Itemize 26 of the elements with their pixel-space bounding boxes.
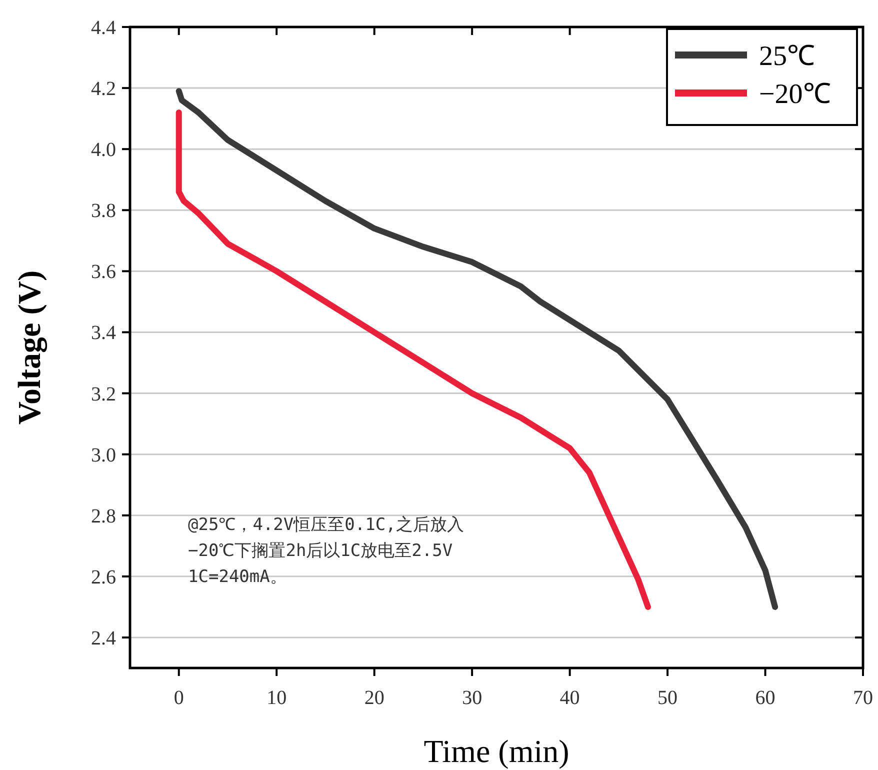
legend-label: −20℃: [759, 79, 831, 110]
annotation: −20℃下搁置2h后以1C放电至2.5V: [188, 541, 453, 561]
x-tick-label: 60: [755, 687, 776, 709]
legend-label: 25℃: [759, 41, 815, 72]
y-tick-label: 3.2: [91, 383, 116, 406]
x-axis-title: Time (min): [424, 733, 570, 769]
y-tick-label: 3.6: [91, 261, 116, 284]
y-tick-label: 3.4: [91, 322, 116, 344]
x-tick-label: 10: [266, 687, 287, 709]
y-tick-label: 2.8: [91, 505, 116, 528]
y-tick-label: 3.8: [91, 200, 116, 222]
annotation: @25℃，4.2V恒压至0.1C,之后放入: [188, 515, 464, 535]
y-axis-title: Voltage (V): [11, 270, 48, 425]
y-tick-label: 3.0: [91, 444, 116, 466]
y-tick-label: 4.4: [91, 17, 116, 39]
x-tick-label: 70: [853, 687, 873, 709]
x-tick-label: 20: [364, 687, 384, 709]
y-tick-label: 2.6: [91, 566, 116, 588]
y-tick-label: 2.4: [91, 627, 116, 650]
y-tick-label: 4.0: [91, 139, 116, 162]
x-tick-label: 0: [174, 687, 184, 709]
y-tick-label: 4.2: [91, 78, 116, 100]
x-tick-label: 50: [658, 687, 678, 709]
annotation: 1C=240mA。: [188, 567, 287, 587]
x-tick-label: 40: [560, 687, 580, 709]
x-tick-label: 30: [462, 687, 482, 709]
